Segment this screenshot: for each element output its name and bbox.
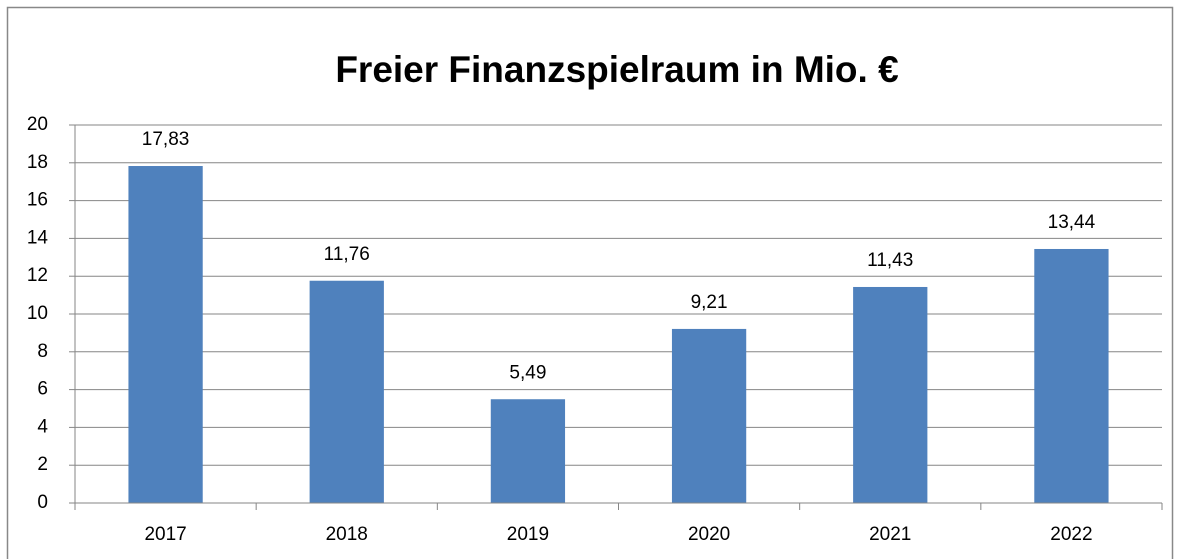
x-tick-label: 2019 <box>507 524 549 545</box>
data-label: 5,49 <box>509 362 546 383</box>
y-tick-label: 18 <box>27 152 48 173</box>
bar <box>490 399 566 503</box>
y-tick-label: 20 <box>27 114 48 135</box>
chart-title: Freier Finanzspielraum in Mio. € <box>335 49 898 90</box>
bar <box>309 280 384 503</box>
y-tick-label: 10 <box>27 303 48 324</box>
y-tick-label: 16 <box>27 190 48 211</box>
bar <box>853 286 928 503</box>
y-tick-label: 8 <box>37 341 48 362</box>
x-tick-label: 2021 <box>869 524 911 545</box>
y-tick-label: 2 <box>37 454 48 475</box>
y-tick-label: 0 <box>37 492 48 513</box>
bar <box>671 328 747 503</box>
x-tick-label: 2022 <box>1050 524 1092 545</box>
y-tick-label: 4 <box>37 416 48 437</box>
y-tick-label: 14 <box>27 227 49 248</box>
data-label: 9,21 <box>691 292 728 313</box>
x-tick-label: 2017 <box>144 524 186 545</box>
data-label: 11,43 <box>867 250 913 271</box>
y-tick-label: 12 <box>27 265 48 286</box>
x-tick-label: 2018 <box>326 524 368 545</box>
data-label: 11,76 <box>324 244 370 265</box>
x-tick-label: 2020 <box>688 524 730 545</box>
bar <box>1034 248 1109 503</box>
chart-frame <box>6 6 1174 559</box>
bar <box>128 166 203 503</box>
y-tick-label: 6 <box>37 379 48 400</box>
data-label: 13,44 <box>1048 212 1096 233</box>
data-label: 17,83 <box>142 129 190 150</box>
